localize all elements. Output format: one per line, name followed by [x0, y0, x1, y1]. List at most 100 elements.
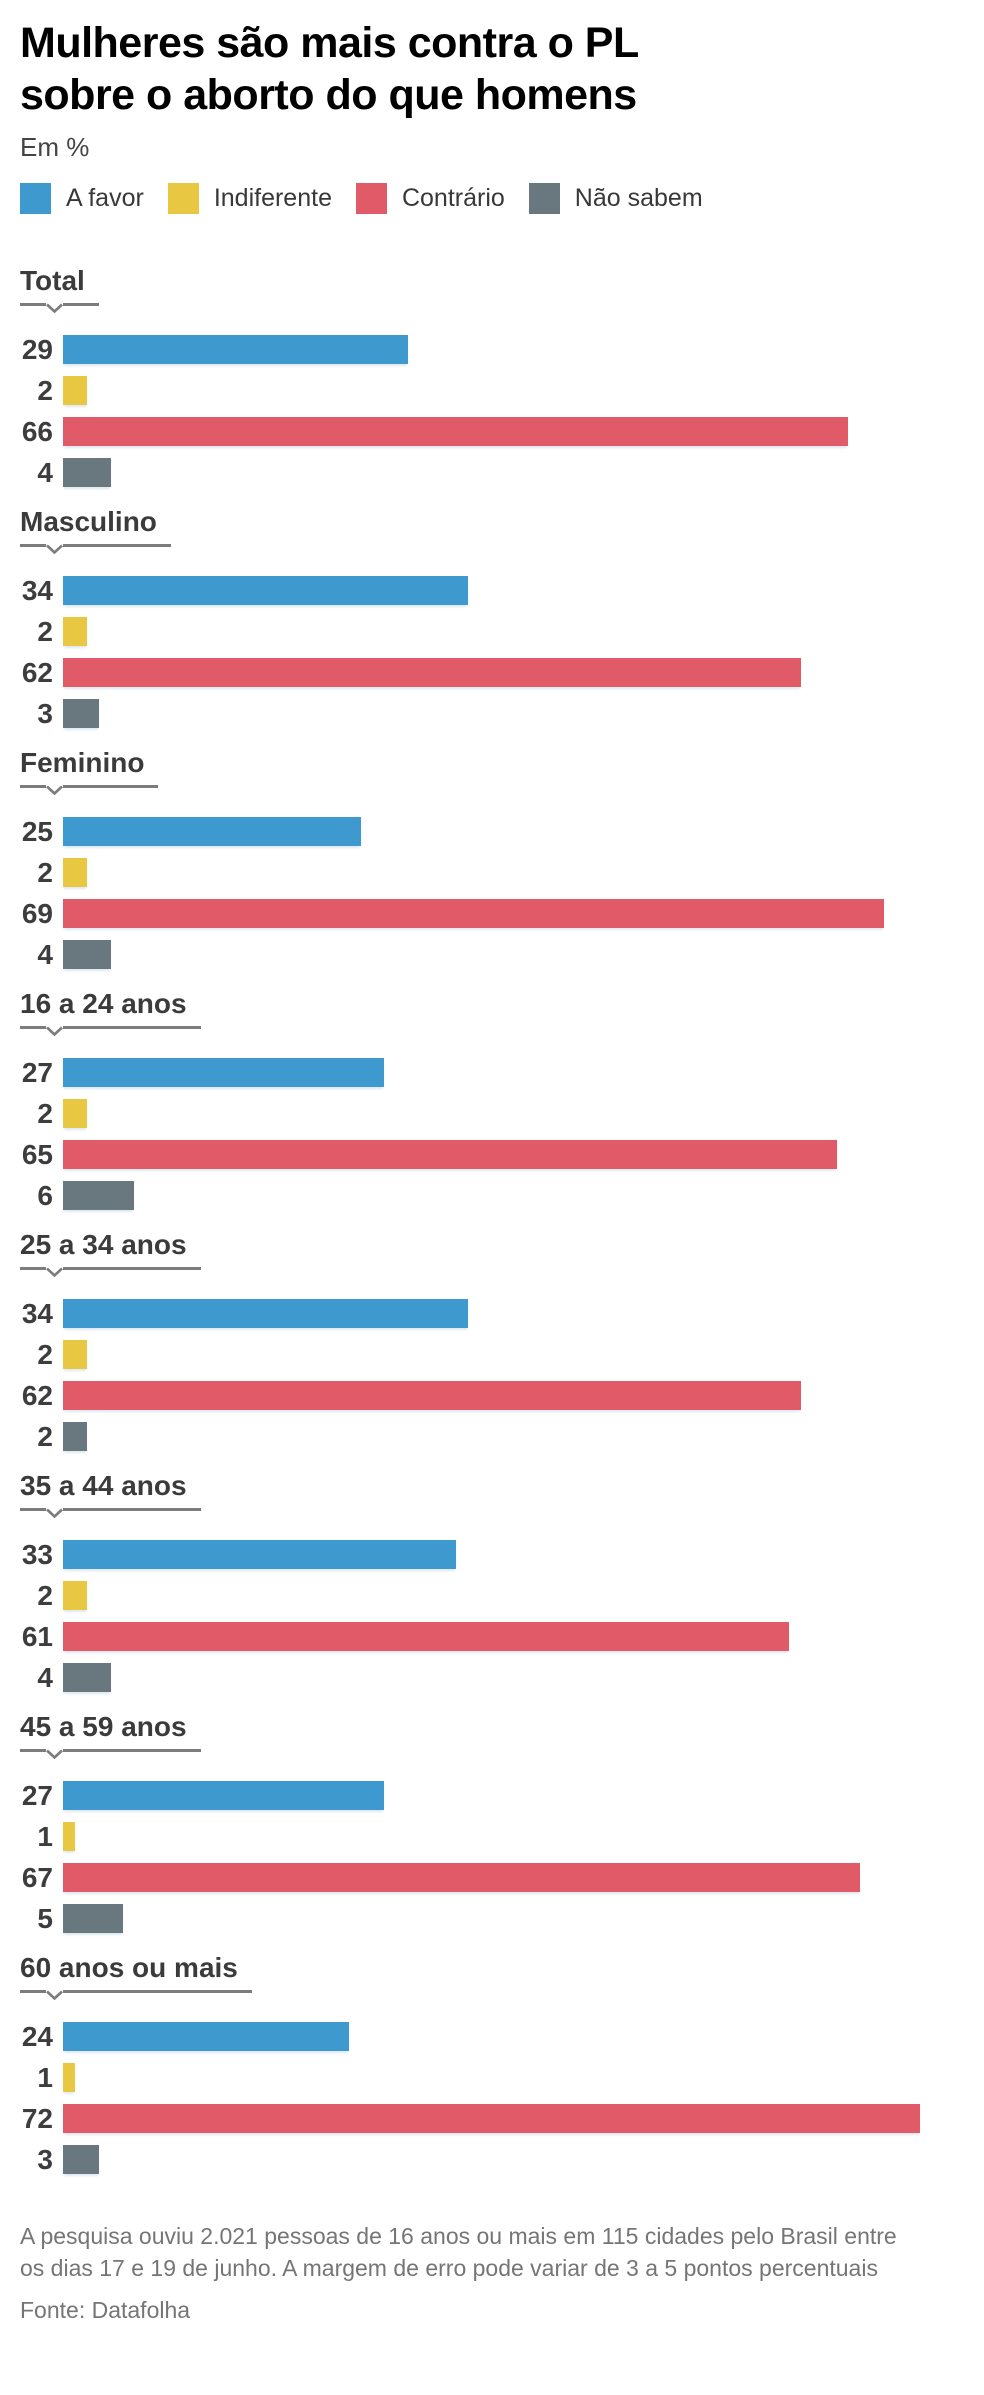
group-label: 16 a 24 anos	[20, 988, 187, 1020]
bar-value-label: 2	[37, 616, 53, 648]
group-underline	[20, 785, 159, 796]
group-underline	[20, 1267, 201, 1278]
chart-group: Masculino 34 2 62 3	[20, 505, 964, 730]
group-label: Total	[20, 265, 85, 297]
caret-notch-icon	[46, 1990, 63, 2001]
chart-group: 16 a 24 anos 27 2 65 6	[20, 987, 964, 1212]
caret-notch-icon	[46, 1026, 63, 1037]
bar-a-favor	[63, 2022, 349, 2052]
chart-footer: A pesquisa ouviu 2.021 pessoas de 16 ano…	[20, 2220, 964, 2324]
group-label: 45 a 59 anos	[20, 1711, 187, 1743]
bar-indiferente	[63, 376, 87, 406]
bar-indiferente	[63, 617, 87, 647]
legend-swatch-indiferente-icon	[167, 183, 199, 215]
bar-row-a-favor: 24	[20, 2022, 964, 2052]
bar-row-indiferente: 2	[20, 858, 964, 888]
bar-contrario	[63, 1140, 837, 1170]
bar-nao-sabem	[63, 940, 111, 970]
bar-value-label: 2	[37, 1339, 53, 1371]
bar-row-contrario: 62	[20, 658, 964, 688]
chart-subtitle: Em %	[20, 132, 90, 163]
bar-value-label: 4	[37, 457, 53, 489]
caret-notch-icon	[46, 544, 63, 555]
bar-a-favor	[63, 1299, 468, 1329]
group-label: 60 anos ou mais	[20, 1952, 238, 1984]
caret-notch-icon	[46, 1508, 63, 1519]
chart-group: 60 anos ou mais 24 1 72 3	[20, 1951, 964, 2175]
bar-row-contrario: 62	[20, 1380, 964, 1412]
bar-row-nao-sabem: 4	[20, 457, 964, 489]
group-underline	[20, 1026, 201, 1037]
bar-row-a-favor: 34	[20, 576, 964, 606]
bar-value-label: 4	[37, 939, 53, 971]
bar-row-contrario: 61	[20, 1622, 964, 1652]
bar-value-label: 29	[21, 334, 53, 366]
bar-value-label: 6	[37, 1180, 53, 1212]
legend-label-contrario: Contrário	[401, 184, 505, 213]
legend-item-a-favor: A favor	[20, 183, 144, 215]
group-bars: 25 2 69 4	[20, 817, 964, 971]
bar-row-nao-sabem: 4	[20, 939, 964, 971]
bar-value-label: 5	[37, 1903, 53, 1935]
group-underline	[20, 1749, 201, 1760]
bar-value-label: 72	[21, 2103, 53, 2135]
underline-segment	[63, 785, 159, 789]
underline-segment	[63, 1749, 201, 1753]
chart-group: Total 29 2 66 4	[20, 264, 964, 489]
group-header: 45 a 59 anos	[20, 1710, 201, 1760]
bar-indiferente	[63, 2063, 75, 2093]
bar-indiferente	[63, 1581, 87, 1611]
underline-segment	[20, 1508, 46, 1512]
underline-segment	[63, 1990, 252, 1994]
bar-a-favor	[63, 1058, 385, 1088]
bar-value-label: 2	[37, 1580, 53, 1612]
chart-title-line2: sobre o aborto do que homens	[20, 70, 637, 119]
bar-value-label: 62	[21, 1380, 53, 1412]
chart-group: Feminino 25 2 69 4	[20, 746, 964, 971]
bar-indiferente	[63, 1340, 87, 1370]
chart-groups: Total 29 2 66 4 Masculino 34 2 62 3 Feminino 25 2 69 4…	[20, 264, 964, 2175]
group-bars: 34 2 62 2	[20, 1298, 964, 1452]
bar-row-indiferente: 1	[20, 1822, 964, 1852]
bar-row-a-favor: 25	[20, 817, 964, 847]
bar-contrario	[63, 1863, 861, 1893]
bar-indiferente	[63, 1099, 87, 1129]
chart-group: 25 a 34 anos 34 2 62 2	[20, 1228, 964, 1452]
bar-row-a-favor: 27	[20, 1781, 964, 1811]
bar-row-contrario: 72	[20, 2103, 964, 2135]
caret-notch-icon	[46, 1267, 63, 1278]
bar-nao-sabem	[63, 1422, 87, 1452]
bar-row-indiferente: 2	[20, 1580, 964, 1612]
legend-label-a-favor: A favor	[66, 184, 144, 213]
chart-group: 45 a 59 anos 27 1 67 5	[20, 1710, 964, 1935]
bar-row-indiferente: 2	[20, 616, 964, 648]
bar-a-favor	[63, 1540, 456, 1570]
infographic: Mulheres são mais contra o PL sobre o ab…	[20, 18, 964, 2324]
bar-value-label: 67	[21, 1862, 53, 1894]
bar-nao-sabem	[63, 1904, 123, 1934]
group-bars: 33 2 61 4	[20, 1540, 964, 1693]
underline-segment	[20, 1749, 46, 1753]
group-underline	[20, 544, 171, 555]
bar-row-indiferente: 2	[20, 1099, 964, 1129]
legend-swatch-a-favor-icon	[20, 183, 51, 215]
bar-row-contrario: 66	[20, 416, 964, 448]
bar-value-label: 66	[21, 416, 53, 448]
chart-title: Mulheres são mais contra o PL sobre o ab…	[20, 18, 964, 121]
bar-nao-sabem	[63, 1181, 135, 1211]
bar-a-favor	[63, 576, 468, 606]
group-underline	[20, 303, 99, 314]
legend-swatch-nao-sabem-icon	[528, 183, 560, 215]
underline-segment	[20, 303, 46, 307]
bar-contrario	[63, 2104, 920, 2134]
group-underline	[20, 1990, 252, 2001]
bar-value-label: 3	[37, 698, 53, 730]
bar-row-a-favor: 27	[20, 1058, 964, 1088]
group-bars: 27 1 67 5	[20, 1781, 964, 1935]
bar-value-label: 1	[37, 2062, 53, 2094]
legend-item-contrario: Contrário	[355, 183, 505, 215]
bar-row-a-favor: 29	[20, 334, 964, 366]
chart-legend: A favor Indiferente Contrário Não sabem	[20, 183, 964, 215]
chart-title-line1: Mulheres são mais contra o PL	[20, 19, 639, 67]
bar-value-label: 34	[21, 1298, 53, 1330]
